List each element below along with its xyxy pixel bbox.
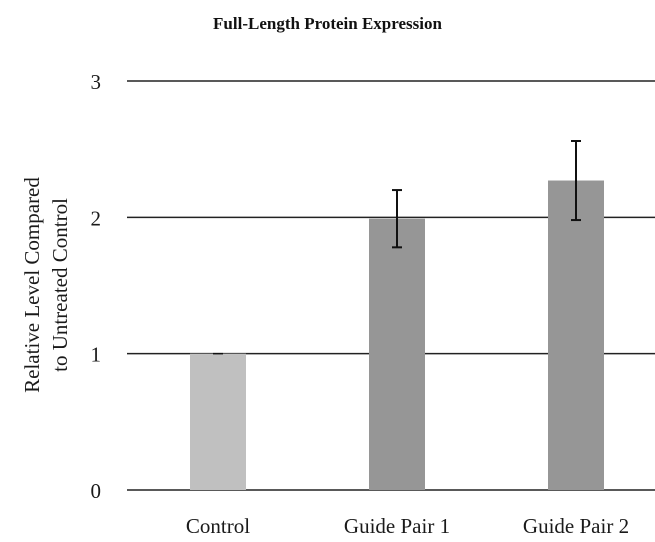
- y-tick-label: 0: [91, 479, 102, 503]
- y-tick-label: 3: [91, 70, 102, 94]
- chart-title: Full-Length Protein Expression: [213, 14, 442, 33]
- y-tick-label: 2: [91, 206, 102, 230]
- x-tick-label: Guide Pair 1: [344, 514, 450, 537]
- y-axis-label: Relative Level Compared to Untreated Cont…: [20, 177, 72, 393]
- x-tick-label: Guide Pair 2: [523, 514, 629, 537]
- bar: [548, 180, 604, 491]
- x-tick-label: Control: [186, 514, 250, 537]
- bar: [190, 353, 246, 490]
- y-axis-label-line: Relative Level Compared: [20, 177, 44, 393]
- y-axis-label-line: to Untreated Control: [48, 198, 72, 372]
- bar: [369, 218, 425, 491]
- y-tick-label: 1: [91, 343, 102, 367]
